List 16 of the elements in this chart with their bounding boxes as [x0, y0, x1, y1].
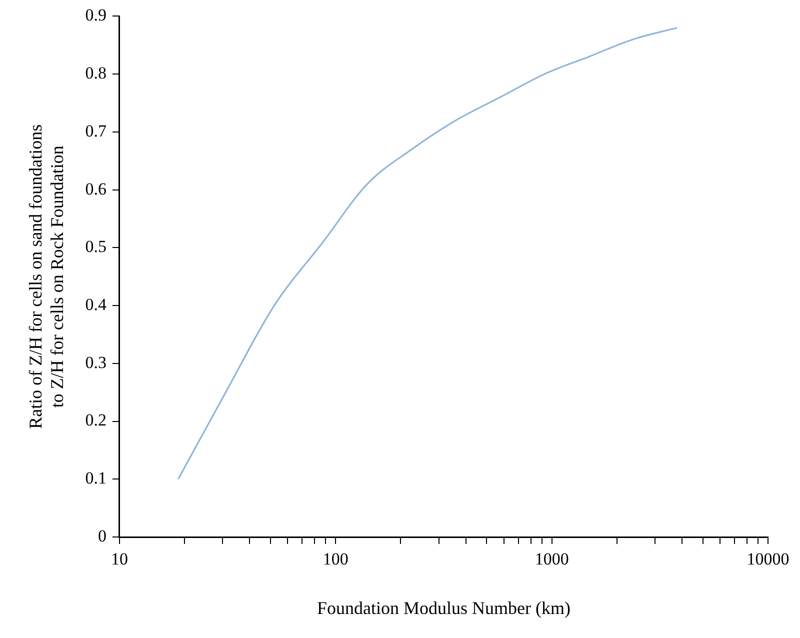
y-tick-label: 0.7 — [85, 121, 107, 140]
y-tick-label: 0.9 — [85, 6, 106, 25]
y-tick-label: 0.1 — [85, 468, 106, 488]
y-tick-label: 0.6 — [85, 179, 106, 198]
y-tick-label: 0.5 — [85, 237, 106, 256]
x-tick-label: 10000 — [746, 550, 790, 569]
x-axis-title: Foundation Modulus Number (km) — [316, 598, 570, 618]
y-tick-label: 0.8 — [85, 64, 106, 83]
x-tick-label: 10 — [110, 550, 128, 569]
x-tick-label: 100 — [322, 550, 348, 569]
y-tick-label: 0.3 — [85, 352, 106, 372]
y-tick-label: 0 — [98, 526, 106, 546]
y-axis-title: Ratio of Z/H for cells on sand foundations to Z/H for cells on Rock Foundation — [26, 124, 68, 429]
y-tick-label: 0.4 — [85, 295, 107, 314]
x-tick-label: 1000 — [534, 550, 569, 569]
y-tick-label: 0.2 — [85, 410, 106, 430]
